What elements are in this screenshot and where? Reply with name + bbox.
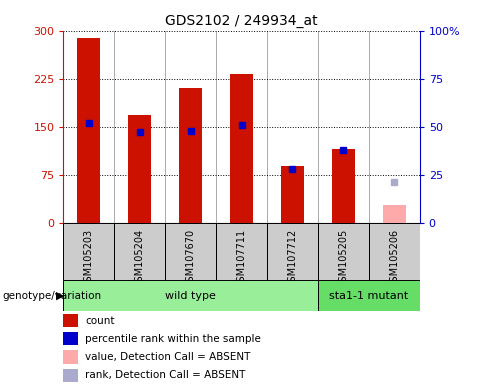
- Bar: [63, 280, 318, 311]
- Text: GSM107711: GSM107711: [237, 228, 246, 288]
- Bar: [165, 223, 216, 280]
- Text: genotype/variation: genotype/variation: [2, 291, 102, 301]
- Text: value, Detection Call = ABSENT: value, Detection Call = ABSENT: [85, 352, 251, 362]
- Bar: [383, 205, 406, 223]
- Text: GSM105203: GSM105203: [84, 228, 94, 288]
- Bar: [216, 223, 267, 280]
- Bar: [114, 223, 165, 280]
- Text: GSM105206: GSM105206: [389, 228, 399, 288]
- Bar: [63, 314, 78, 327]
- Text: percentile rank within the sample: percentile rank within the sample: [85, 334, 261, 344]
- Text: GSM107712: GSM107712: [287, 228, 298, 288]
- Bar: [281, 166, 304, 223]
- Bar: [318, 280, 420, 311]
- Text: count: count: [85, 316, 115, 326]
- Bar: [78, 38, 101, 223]
- Title: GDS2102 / 249934_at: GDS2102 / 249934_at: [165, 14, 318, 28]
- Bar: [63, 223, 114, 280]
- Text: sta1-1 mutant: sta1-1 mutant: [329, 291, 408, 301]
- Text: rank, Detection Call = ABSENT: rank, Detection Call = ABSENT: [85, 370, 246, 380]
- Bar: [318, 223, 369, 280]
- Text: GSM107670: GSM107670: [185, 228, 196, 288]
- Bar: [128, 115, 151, 223]
- Bar: [230, 74, 253, 223]
- Bar: [369, 223, 420, 280]
- Text: GSM105204: GSM105204: [135, 228, 145, 288]
- Text: GSM105205: GSM105205: [338, 228, 348, 288]
- Bar: [63, 351, 78, 364]
- Bar: [179, 88, 202, 223]
- Text: wild type: wild type: [165, 291, 216, 301]
- Text: ▶: ▶: [56, 291, 64, 301]
- Bar: [63, 332, 78, 345]
- Bar: [63, 369, 78, 382]
- Bar: [267, 223, 318, 280]
- Bar: [332, 149, 355, 223]
